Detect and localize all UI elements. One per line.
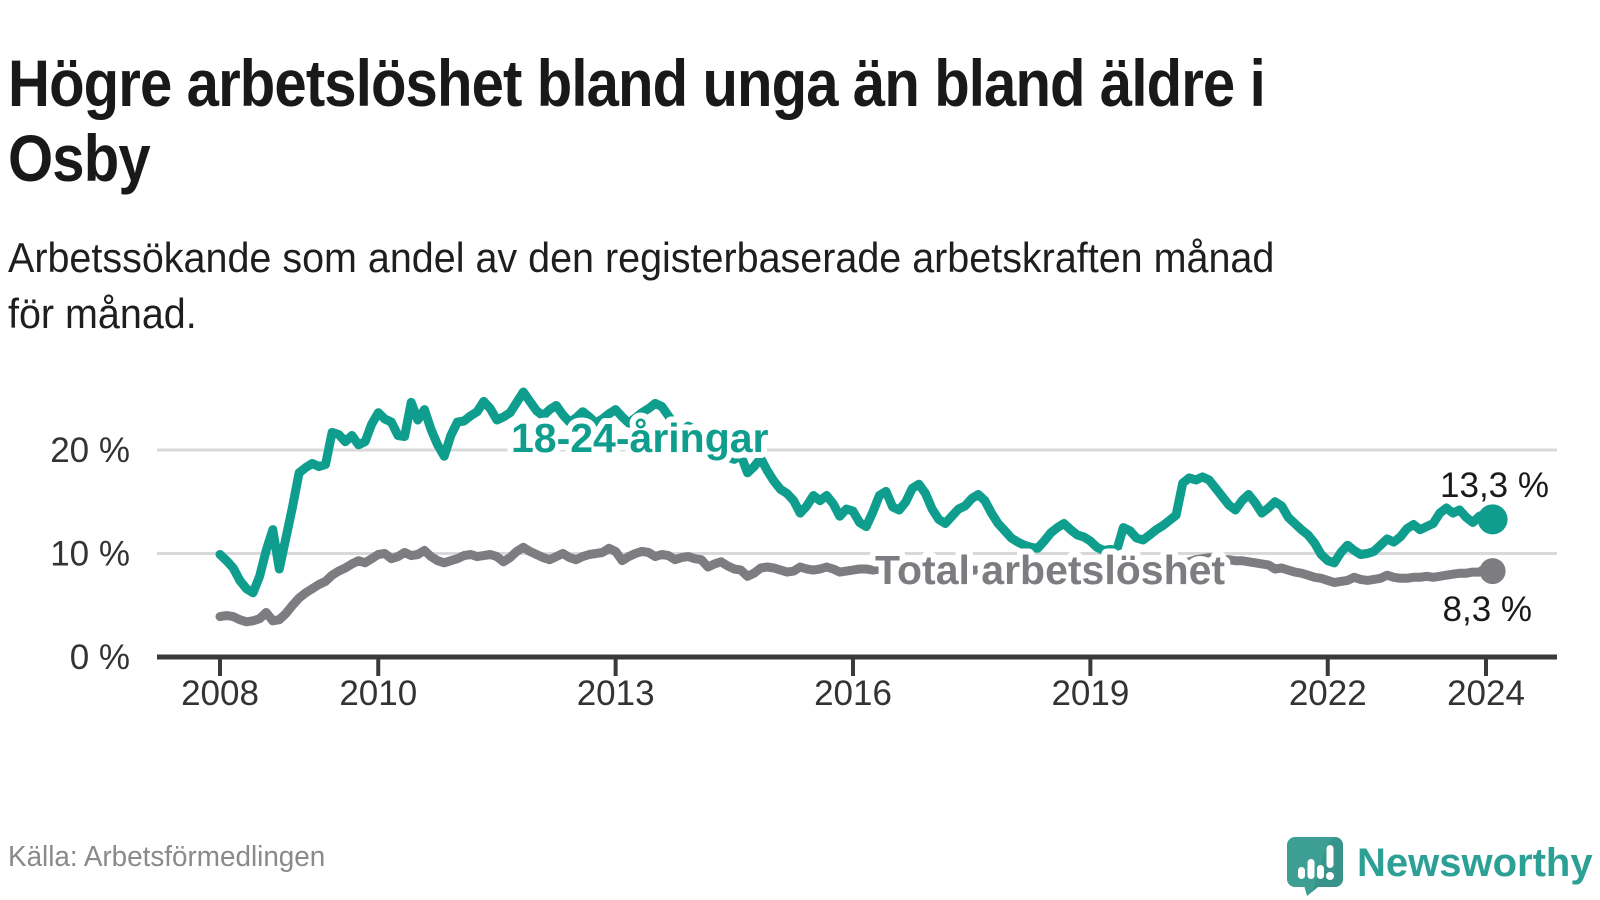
young-series-label: 18-24-åringar (511, 415, 769, 461)
y-tick-label-0: 0 % (70, 638, 130, 677)
total-end-dot (1479, 558, 1506, 585)
x-tick-label-2008: 2008 (181, 674, 259, 713)
source-note: Källa: Arbetsförmedlingen (8, 841, 326, 873)
x-tick-label-2019: 2019 (1051, 674, 1129, 713)
y-tick-label-20: 20 % (50, 431, 130, 470)
page-title: Högre arbetslöshet bland unga än bland ä… (8, 46, 1266, 195)
x-tick-label-2024: 2024 (1447, 674, 1525, 713)
young-series-line (215, 387, 1498, 598)
x-tick-label-2016: 2016 (814, 674, 892, 713)
young-end-dot (1477, 504, 1508, 535)
logo-bar-3 (1317, 865, 1324, 879)
logo-bar-2 (1307, 859, 1315, 879)
x-tick-label-2022: 2022 (1289, 674, 1367, 713)
x-tick-label-2013: 2013 (577, 674, 655, 713)
total-series-line (215, 542, 1498, 627)
total-series-label: Total arbetslöshet (875, 547, 1225, 593)
page-subtitle: Arbetssökande som andel av den registerb… (8, 234, 1275, 337)
logo-bar-1 (1298, 867, 1305, 879)
y-tick-label-10: 10 % (50, 535, 130, 574)
newsworthy-logo: Newsworthy (1286, 836, 1593, 896)
young-end-label: 13,3 % (1440, 466, 1549, 505)
logo-exclamation-dot (1326, 872, 1334, 880)
brand-wordmark: Newsworthy (1357, 841, 1593, 885)
logo-exclamation-bar (1326, 845, 1334, 868)
total-end-label: 8,3 % (1443, 590, 1533, 629)
x-tick-label-2010: 2010 (339, 674, 417, 713)
newsworthy-logo-icon (1287, 837, 1343, 896)
